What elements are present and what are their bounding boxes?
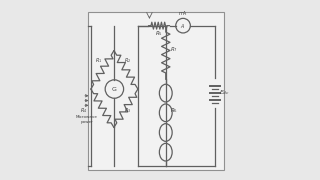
Text: $R_5$: $R_5$ — [155, 29, 163, 38]
Text: $R_1$: $R_1$ — [94, 56, 102, 65]
Text: $E_{dc}$: $E_{dc}$ — [219, 88, 230, 97]
Text: $R_7$: $R_7$ — [170, 46, 178, 55]
Text: Microwave
power: Microwave power — [76, 115, 98, 123]
Text: $R_6$: $R_6$ — [170, 106, 178, 115]
Bar — [88, 12, 224, 170]
Text: mA: mA — [179, 11, 187, 16]
Text: $R_4$: $R_4$ — [80, 106, 87, 115]
Text: G: G — [112, 87, 117, 92]
Text: $R_3$: $R_3$ — [124, 106, 131, 115]
Text: $R_2$: $R_2$ — [124, 56, 131, 65]
Text: $A$: $A$ — [180, 22, 186, 30]
